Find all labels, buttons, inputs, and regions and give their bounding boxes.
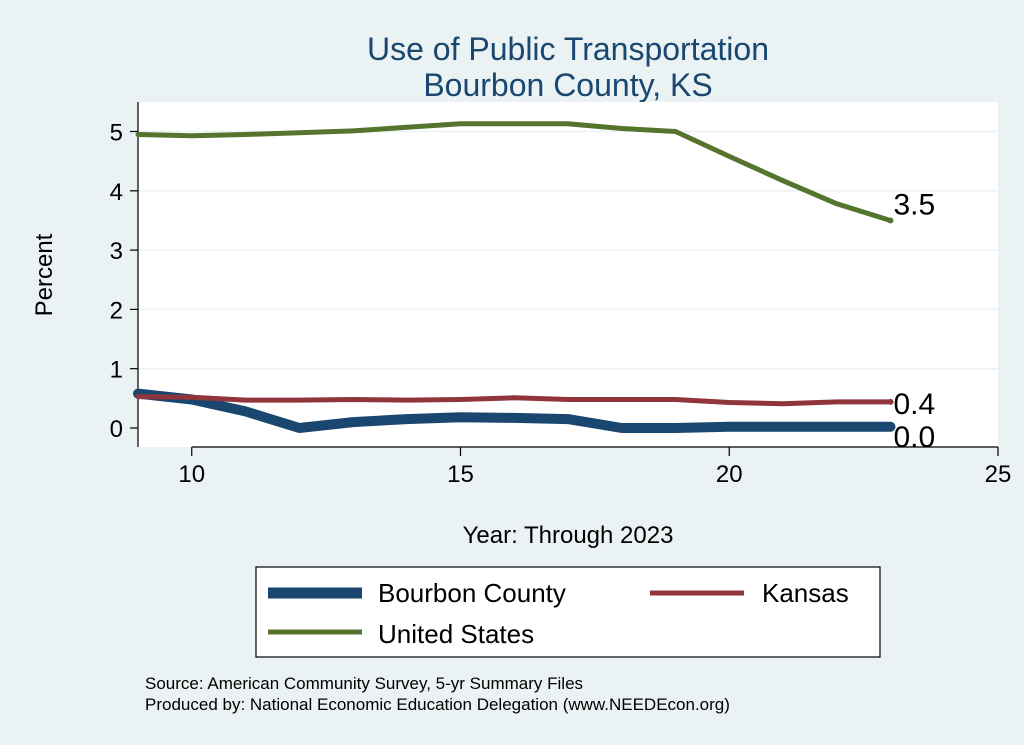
legend: Bourbon County Kansas United States <box>255 566 881 658</box>
x-tick-label: 15 <box>447 461 474 488</box>
legend-label-kansas: Kansas <box>762 578 849 608</box>
series-end-point <box>887 217 894 224</box>
series-end-point <box>887 423 894 430</box>
legend-label-bourbon-county: Bourbon County <box>378 578 566 608</box>
y-tick-label: 2 <box>110 297 123 324</box>
y-tick-label: 5 <box>110 120 123 147</box>
legend-box <box>255 566 881 658</box>
chart-title-line-2: Bourbon County, KS <box>423 67 712 103</box>
y-tick-label: 1 <box>110 357 123 384</box>
y-tick-label: 0 <box>110 416 123 443</box>
x-tick-label: 10 <box>178 461 205 488</box>
y-tick-label: 3 <box>110 238 123 265</box>
source-note: Source: American Community Survey, 5-yr … <box>145 674 583 693</box>
end-value-label: 3.5 <box>894 188 936 221</box>
series-line <box>135 394 893 407</box>
legend-label-united-states: United States <box>378 619 534 649</box>
series-layer <box>133 121 896 433</box>
label-layer: 0.00.4 3.5 <box>894 188 936 453</box>
chart-title-line-1: Use of Public Transportation <box>367 31 769 67</box>
x-tick-label: 20 <box>716 461 743 488</box>
end-value-label: 0.4 <box>894 388 936 421</box>
end-value-label: 0.0 <box>894 421 936 454</box>
series-line <box>133 388 896 433</box>
series-end-point <box>887 398 894 405</box>
x-axis-title: Year: Through 2023 <box>463 522 674 549</box>
producer-note: Produced by: National Economic Education… <box>145 695 730 714</box>
series-line <box>135 121 893 223</box>
y-axis-title: Percent <box>31 233 58 316</box>
x-tick-label: 25 <box>985 461 1012 488</box>
y-tick-label: 4 <box>110 179 123 206</box>
plot-area <box>138 102 998 447</box>
